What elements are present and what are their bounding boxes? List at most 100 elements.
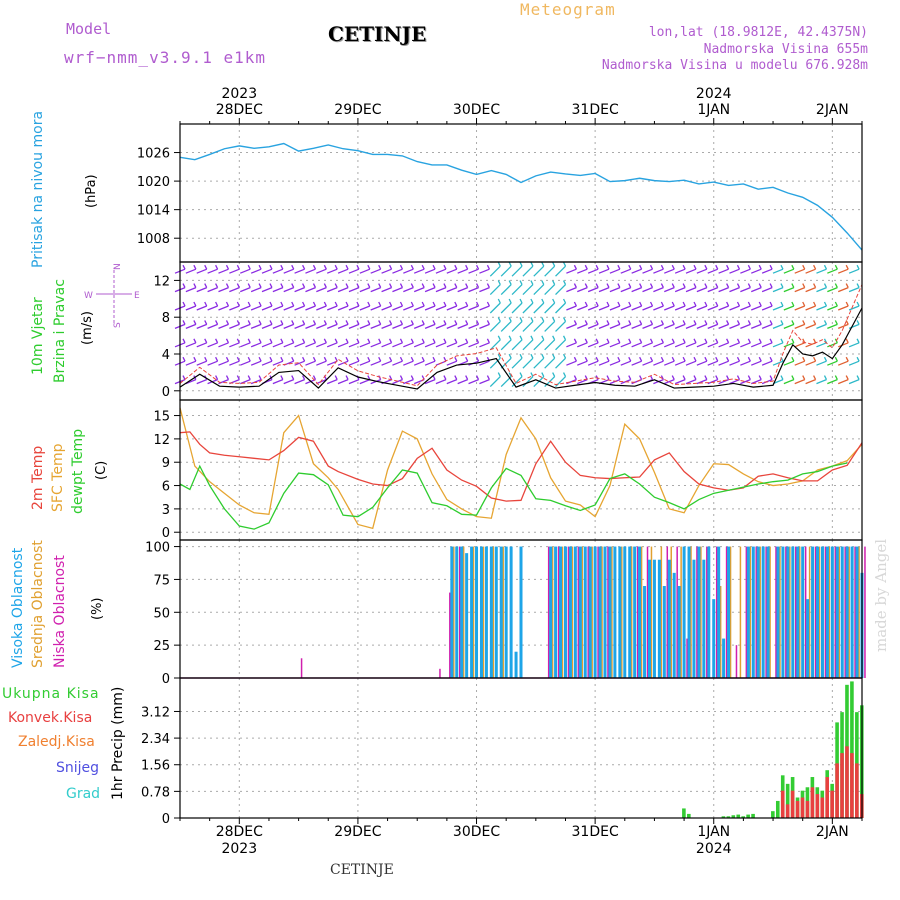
cloud-mid-bar [858,546,860,678]
wind-barb [250,323,262,330]
cloud-high-bar [479,546,483,678]
wind-barb [403,305,414,311]
y-tick-label: 1.56 [141,759,170,774]
wind-barb [577,286,588,293]
wind-barb-flag [247,283,251,288]
wind-barb [696,342,708,348]
wind-barb-flag [530,261,534,267]
y-tick-label: 15 [153,410,170,425]
wind-barb-flag [823,283,828,288]
wind-barb [435,323,447,330]
wind-barb-flag [204,356,208,362]
wind-barb [348,268,360,274]
cloud-high-bar [766,546,770,678]
wind-barb [794,323,805,330]
wind-barb-flag [606,264,610,270]
wind-barb-flag [617,264,621,270]
wind-barb [827,378,838,385]
wind-barb [348,342,360,348]
cloud-high-bar [647,559,651,678]
cloud-low-bar [607,546,609,678]
wind-barb-flag [715,320,719,325]
wind-barb [620,323,632,330]
cloud-high-bar [470,546,474,678]
wind-barb-flag [845,283,849,288]
wind-barb [555,320,566,332]
wind-barb [718,378,729,385]
cloud-high-bar [692,559,696,678]
wind-barb-flag [747,375,751,380]
wind-barb [272,268,284,274]
wind-barb [424,323,436,330]
wind-barb [435,342,447,348]
wind-barb [305,360,316,366]
wind-barb-flag [334,375,338,380]
wind-barb-flag [443,320,447,325]
wind-barb [316,360,327,366]
cloud-high-bar [460,546,464,678]
wind-barb-flag [225,375,230,380]
wind-barb-flag [649,264,654,270]
wind-barb-flag [693,356,697,362]
wind-barb [642,305,653,311]
wind-barb [816,378,827,385]
wind-barb [620,286,632,293]
wind-barb-flag [247,264,251,270]
wind-barb-flag [736,375,741,380]
wind-barb [457,268,468,274]
legend-precip-frz: Zaledj.Kisa [18,734,95,750]
wind-barb [718,323,729,330]
cloud-high-bar [702,559,706,678]
precip-conv-bar [835,763,839,818]
wind-barb [729,286,740,293]
wind-barb-flag [562,261,567,267]
wind-barb [696,286,708,293]
wind-barb [283,286,294,293]
wind-barb-flag [769,301,773,307]
wind-barb-flag [312,375,317,380]
wind-barb [392,323,403,330]
cloud-mid-bar [749,546,752,678]
wind-barb-flag [552,280,556,285]
precip-conv-bar [785,804,790,818]
cloud-mid-bar [739,546,742,678]
wind-barb-flag [454,283,458,288]
wind-barb [500,284,512,296]
model-elevation: Nadmorska Visina u modelu 676.928m [601,58,868,73]
wind-barb-flag [497,335,501,341]
y-tick-label: 0 [162,672,170,687]
cloud-high-bar [682,546,686,678]
wind-speed-line [179,307,863,390]
cloud-high-bar [825,546,829,678]
wind-barb [837,342,849,348]
wind-barb-flag [225,301,230,307]
wind-barb-flag [388,375,393,380]
wind-barb [316,305,327,311]
cloud-high-bar [830,546,834,678]
cloud-high-bar [588,546,592,678]
wind-barb-flag [606,320,610,325]
wind-barb-flag [193,356,197,362]
wind-barb-flag [639,338,643,344]
wind-barb-flag [813,338,817,344]
wind-barb-flag [715,283,719,288]
wind-barb [337,323,349,330]
wind-barb [337,268,349,274]
wind-barb-flag [323,356,327,362]
wind-barb [316,342,327,348]
wind-barb-flag [726,375,730,380]
wind-barb-flag [660,264,664,270]
y-tick-label: 2.34 [141,732,170,747]
precip-total-bar [682,808,686,818]
wind-barb [674,323,686,330]
wind-barb [664,286,675,293]
wind-barb [326,323,338,330]
wind-barb [729,342,740,348]
cloud-high-bar [583,546,587,678]
x-year-label-bottom: 2024 [696,841,732,857]
wind-barb-flag [856,283,860,288]
wind-barb-flag [856,301,860,307]
wind-barb-flag [845,356,849,362]
cloud-high-bar [559,546,563,678]
y-tick-label: 3.12 [141,705,170,720]
